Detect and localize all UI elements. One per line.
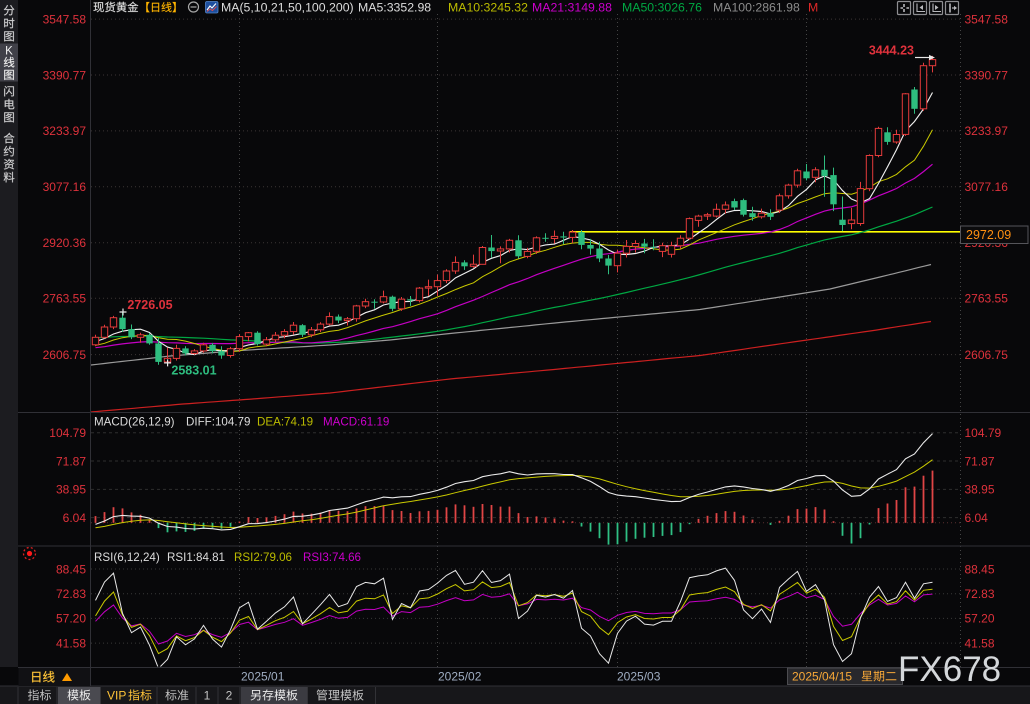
svg-text:3547.58: 3547.58 [965, 12, 1009, 26]
svg-text:2920.36: 2920.36 [43, 236, 87, 250]
svg-text:K: K [5, 46, 13, 58]
svg-text:3233.97: 3233.97 [43, 124, 87, 138]
svg-text:72.83: 72.83 [965, 587, 995, 601]
svg-text:6.04: 6.04 [63, 511, 87, 525]
svg-text:2726.05: 2726.05 [127, 298, 172, 312]
svg-text:71.87: 71.87 [965, 454, 995, 468]
svg-text:2025/04/15: 2025/04/15 [792, 670, 852, 684]
svg-text:MA(5,10,21,50,100,200): MA(5,10,21,50,100,200) [221, 1, 354, 15]
svg-text:M: M [808, 1, 818, 15]
svg-text:88.45: 88.45 [965, 562, 995, 576]
svg-text:VIP: VIP [107, 689, 126, 703]
svg-text:2763.55: 2763.55 [43, 292, 87, 306]
svg-text:RSI2:79.06: RSI2:79.06 [234, 551, 292, 564]
svg-text:2972.09: 2972.09 [966, 228, 1011, 242]
svg-text:MA10:3245.32: MA10:3245.32 [448, 1, 528, 15]
svg-text:2763.55: 2763.55 [965, 292, 1009, 306]
svg-text:2025/02: 2025/02 [438, 670, 482, 684]
svg-text:38.95: 38.95 [965, 483, 995, 497]
svg-text:MA100:2861.98: MA100:2861.98 [713, 1, 800, 15]
svg-text:57.20: 57.20 [56, 612, 86, 626]
svg-text:MA5:3352.98: MA5:3352.98 [358, 1, 431, 15]
svg-text:2606.75: 2606.75 [965, 348, 1009, 362]
svg-text:41.58: 41.58 [965, 636, 995, 650]
svg-text:72.83: 72.83 [56, 587, 86, 601]
svg-text:2: 2 [226, 689, 233, 703]
svg-text:FX678: FX678 [898, 650, 1001, 689]
svg-text:71.87: 71.87 [56, 454, 86, 468]
svg-text:6.04: 6.04 [965, 511, 989, 525]
svg-text:2606.75: 2606.75 [43, 348, 87, 362]
svg-text:RSI3:74.66: RSI3:74.66 [303, 551, 361, 564]
svg-text:41.58: 41.58 [56, 636, 86, 650]
svg-text:104.79: 104.79 [49, 426, 86, 440]
svg-text:104.79: 104.79 [965, 426, 1002, 440]
svg-text:MA50:3026.76: MA50:3026.76 [622, 1, 702, 15]
svg-text:RSI1:84.81: RSI1:84.81 [167, 551, 225, 564]
svg-text:MA21:3149.88: MA21:3149.88 [532, 1, 612, 15]
svg-text:3077.16: 3077.16 [965, 180, 1009, 194]
svg-text:MACD:61.19: MACD:61.19 [323, 416, 389, 429]
svg-text:2583.01: 2583.01 [171, 364, 216, 378]
svg-text:3390.77: 3390.77 [965, 68, 1009, 82]
svg-text:1: 1 [204, 689, 211, 703]
svg-text:2025/03: 2025/03 [617, 670, 661, 684]
svg-text:RSI(6,12,24): RSI(6,12,24) [94, 551, 160, 564]
svg-text:3077.16: 3077.16 [43, 180, 87, 194]
svg-text:MACD(26,12,9): MACD(26,12,9) [94, 416, 175, 429]
svg-text:3547.58: 3547.58 [43, 12, 87, 26]
svg-text:DEA:74.19: DEA:74.19 [257, 416, 313, 429]
svg-text:3233.97: 3233.97 [965, 124, 1009, 138]
svg-text:2025/01: 2025/01 [241, 670, 285, 684]
svg-text:3444.23: 3444.23 [869, 44, 914, 58]
svg-text:57.20: 57.20 [965, 612, 995, 626]
svg-text:3390.77: 3390.77 [43, 68, 87, 82]
svg-text:DIFF:104.79: DIFF:104.79 [186, 416, 250, 429]
svg-text:88.45: 88.45 [56, 562, 86, 576]
svg-text:38.95: 38.95 [56, 483, 86, 497]
